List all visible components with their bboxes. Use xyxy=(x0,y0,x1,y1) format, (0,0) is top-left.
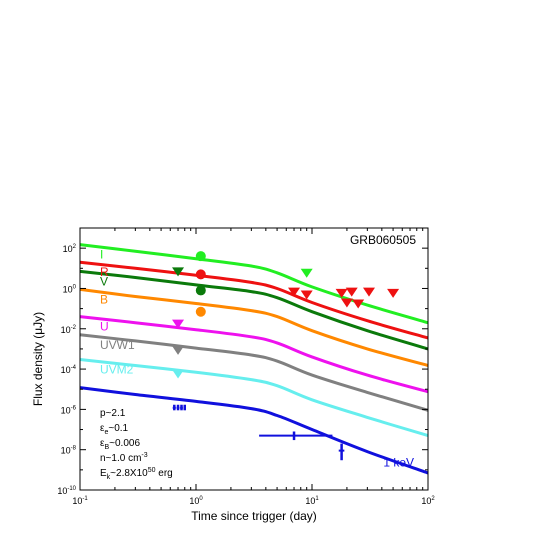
curve-i xyxy=(79,243,429,325)
axis-ticks xyxy=(79,227,428,491)
x-tick-label: 100 xyxy=(189,496,203,506)
chart-title: GRB060505 xyxy=(350,233,416,247)
param-line: εB~0.006 xyxy=(100,438,140,451)
series-label-1-kev: 1 keV xyxy=(383,455,414,469)
upper-limit-r xyxy=(387,288,400,298)
curve-uvm2 xyxy=(79,358,429,438)
upper-limit-r xyxy=(288,287,301,297)
x-axis-title: Time since trigger (day) xyxy=(191,509,317,523)
series-label-i: I xyxy=(100,248,103,262)
y-tick-label: 10-10 xyxy=(57,486,76,496)
series-label-r: R xyxy=(100,265,109,279)
series-label-uvm2: UVM2 xyxy=(100,362,134,376)
upper-limit-r xyxy=(362,287,375,297)
y-tick-label: 102 xyxy=(63,244,77,254)
upper-limit-r xyxy=(352,299,365,309)
curve-uvw1 xyxy=(79,333,429,412)
y-tick-label: 10-4 xyxy=(61,365,77,375)
y-tick-label: 10-8 xyxy=(61,446,77,456)
detection-point-v xyxy=(195,285,206,296)
param-line: n~1.0 cm-3 xyxy=(100,452,148,464)
detection-point-i xyxy=(195,251,206,262)
upper-limit-r xyxy=(335,288,348,298)
upper-limit-uvw1 xyxy=(172,345,185,355)
tick-labels: 10-1 100 101 102 10-10 10-8 10-6 10-4 10-2 100 102 xyxy=(57,244,435,506)
detection-point-b xyxy=(195,306,206,317)
upper-limit-r xyxy=(345,287,358,297)
x-tick-label: 101 xyxy=(305,496,319,506)
y-tick-label: 10-6 xyxy=(61,405,77,415)
curve-1-kev xyxy=(79,386,429,475)
param-line: p~2.1 xyxy=(100,408,126,419)
upper-limit-i xyxy=(300,268,313,278)
curve-v xyxy=(79,269,429,351)
series-label-b: B xyxy=(100,292,108,306)
curve-b xyxy=(79,287,429,367)
model-curves xyxy=(79,243,429,475)
y-tick-label: 10-2 xyxy=(61,325,77,335)
plot-frame xyxy=(79,227,429,491)
upper-limit-r xyxy=(300,290,313,300)
x-tick-label: 102 xyxy=(421,496,435,506)
series-label-u: U xyxy=(100,320,109,334)
detection-point-r xyxy=(195,269,206,280)
param-line: Ek~2.8X1050 erg xyxy=(100,467,173,481)
x-tick-label: 10-1 xyxy=(72,496,88,506)
series-label-v: V xyxy=(100,274,108,288)
upper-limit-uvm2 xyxy=(172,369,185,379)
y-axis-title: Flux density (μJy) xyxy=(31,312,45,406)
y-tick-label: 100 xyxy=(63,284,77,294)
upper-limit-u xyxy=(172,319,185,329)
param-line: εe~0.1 xyxy=(100,423,129,436)
upper-limit-r xyxy=(340,298,353,308)
curve-u xyxy=(79,315,429,394)
upper-limit-v xyxy=(172,267,185,277)
data-markers xyxy=(172,251,400,461)
curve-r xyxy=(79,260,429,340)
series-label-uvw1: UVW1 xyxy=(100,338,135,352)
